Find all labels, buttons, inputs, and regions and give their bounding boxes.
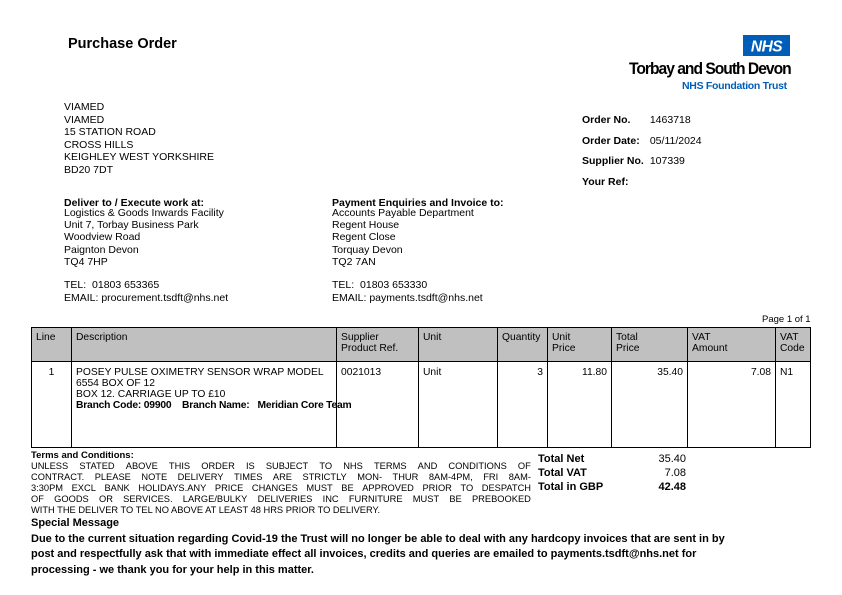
svg-text:NHS: NHS (751, 39, 783, 56)
